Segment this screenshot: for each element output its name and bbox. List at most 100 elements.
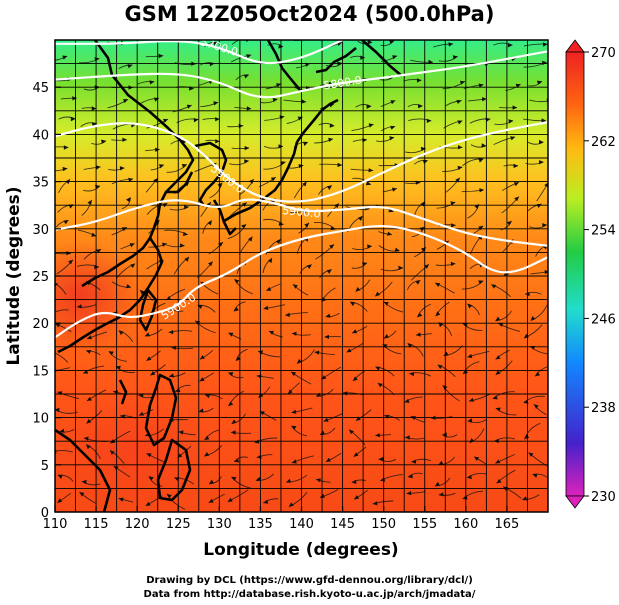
streamline-arrowhead [122,137,127,142]
streamline-arrowhead [87,200,92,205]
coastlines [55,40,403,512]
streamline-arrowhead [209,62,215,67]
streamline-arrowhead [263,305,269,310]
streamline-arrowhead [228,372,234,377]
streamline-arrowhead [280,161,286,166]
streamline-arrowhead [492,395,498,400]
streamline-arrowhead [479,188,484,193]
streamline-arrowhead [306,264,312,269]
streamline-arrowhead [448,42,454,47]
streamline-arrowhead [276,83,282,88]
streamline [413,159,428,165]
streamline-arrowhead [539,139,544,145]
streamline-arrowhead [366,104,372,109]
streamline-arrowhead [86,444,91,450]
streamline-arrowhead [113,465,119,471]
streamline-arrowhead [139,411,144,416]
streamline-arrowhead [231,419,237,424]
streamline-arrowhead [469,397,474,402]
streamline-arrowhead [474,456,480,461]
streamline-arrowhead [424,32,429,36]
streamline [91,140,107,145]
streamline-arrowhead [387,231,392,236]
streamline-arrowhead [324,334,329,339]
streamline [378,458,397,462]
streamline-arrowhead [478,83,484,88]
streamline [208,476,222,485]
x-tick-label: 165 [495,517,520,532]
x-tick-label: 160 [453,517,478,532]
streamline-arrowhead [321,375,327,380]
streamline-arrowhead [408,474,413,479]
streamline-arrowhead [354,495,360,500]
streamline-arrowhead [267,258,273,263]
streamline-arrowhead [329,244,335,249]
streamline-arrowhead [217,182,223,188]
streamline-arrowhead [378,456,384,462]
streamline-arrowhead [326,185,332,190]
streamline-arrowhead [514,196,519,202]
contour-label: 5800.0 [323,74,363,93]
x-tick-label: 115 [84,517,109,532]
streamline-arrowhead [180,243,185,248]
x-tick-label: 140 [289,517,314,532]
streamline-arrowhead [275,239,281,245]
streamline-arrowhead [119,166,125,171]
colorbar-top-arrow [565,39,585,53]
streamline-arrowhead [513,163,519,169]
streamline-arrowhead [346,348,352,353]
streamline-arrowhead [417,312,423,318]
streamline [174,35,197,39]
streamline-arrowhead [127,64,133,69]
streamline-arrowhead [91,106,97,111]
streamline-arrowhead [94,264,99,270]
streamline-arrowhead [532,473,538,478]
streamline-arrowhead [542,223,547,228]
y-axis-ticks: 0 5 10 15 20 25 30 35 40 45 [32,81,61,521]
streamline-arrowhead [291,459,297,464]
streamline-arrowhead [163,118,168,123]
streamline-arrowhead [459,80,465,85]
streamline-arrowhead [166,296,172,301]
streamline-arrowhead [286,478,292,483]
streamline-arrowhead [49,351,54,355]
contour-line [55,50,548,99]
streamline-arrowhead [353,452,359,457]
streamline-arrowhead [234,458,240,463]
streamline-arrowhead [438,460,444,465]
streamline-arrowhead [158,164,164,169]
streamline-arrowhead [108,351,114,356]
x-tick-label: 155 [412,517,437,532]
streamline-arrowhead [128,177,134,183]
streamline-arrowhead [404,398,410,403]
streamline-arrowhead [352,329,358,334]
streamline-arrowhead [83,436,89,441]
streamline-arrowhead [291,371,296,377]
streamline [135,35,157,37]
streamline-arrowhead [469,438,475,443]
streamline [495,310,512,322]
streamline-arrowhead [178,430,184,435]
streamline-arrowhead [79,492,85,497]
streamline [434,477,451,487]
streamline-arrowhead [258,393,264,398]
contour-line [55,224,548,339]
streamline-arrowhead [139,290,145,295]
streamline-arrowhead [392,187,397,192]
streamline-arrowhead [145,501,151,506]
streamline-arrowhead [390,100,396,105]
streamline-arrowhead [450,261,456,267]
streamline-arrowhead [437,364,443,370]
streamline-arrowhead [126,284,131,289]
streamline-arrowhead [510,136,516,141]
y-tick-label: 15 [32,364,49,379]
streamline-arrowhead [123,99,128,104]
streamline-arrowhead [316,478,321,483]
streamline-arrowhead [542,42,548,47]
streamline-arrowhead [57,498,63,503]
streamline [55,450,73,453]
streamline-arrowhead [415,280,421,285]
streamline-arrowhead [481,97,487,102]
streamline-arrowhead [68,259,73,265]
